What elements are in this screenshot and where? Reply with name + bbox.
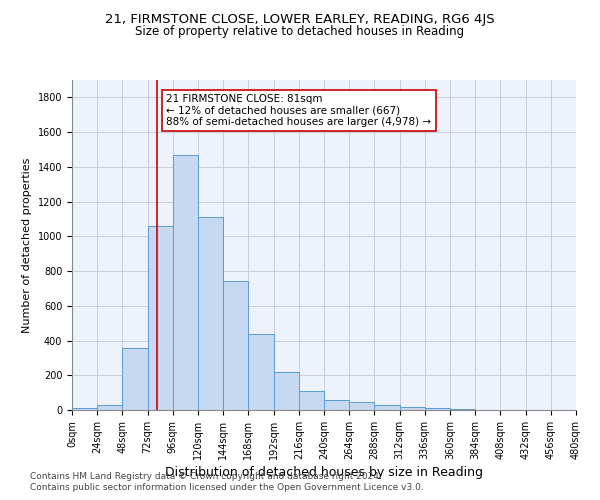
Bar (324, 400, 349, 410)
Text: 21 FIRMSTONE CLOSE: 81sqm
← 12% of detached houses are smaller (667)
88% of semi: 21 FIRMSTONE CLOSE: 81sqm ← 12% of detac… (167, 94, 431, 127)
X-axis label: Distribution of detached houses by size in Reading: Distribution of detached houses by size … (165, 466, 483, 479)
Bar (122, 348, 148, 410)
Text: Size of property relative to detached houses in Reading: Size of property relative to detached ho… (136, 25, 464, 38)
Bar (349, 402, 374, 410)
Bar (72, 408, 97, 410)
Text: Contains public sector information licensed under the Open Government Licence v3: Contains public sector information licen… (30, 484, 424, 492)
Bar (173, 154, 198, 410)
Bar (425, 408, 450, 410)
Text: Contains HM Land Registry data © Crown copyright and database right 2024.: Contains HM Land Registry data © Crown c… (30, 472, 382, 481)
Bar (198, 217, 223, 410)
Text: 21, FIRMSTONE CLOSE, LOWER EARLEY, READING, RG6 4JS: 21, FIRMSTONE CLOSE, LOWER EARLEY, READI… (105, 12, 495, 26)
Bar (400, 406, 425, 410)
Bar (299, 391, 324, 410)
Bar (148, 226, 173, 410)
Bar (274, 372, 299, 410)
Bar (248, 334, 274, 410)
Bar (97, 405, 122, 410)
Y-axis label: Number of detached properties: Number of detached properties (22, 158, 32, 332)
Bar (374, 405, 400, 410)
Bar (223, 280, 248, 410)
Bar (450, 409, 475, 410)
